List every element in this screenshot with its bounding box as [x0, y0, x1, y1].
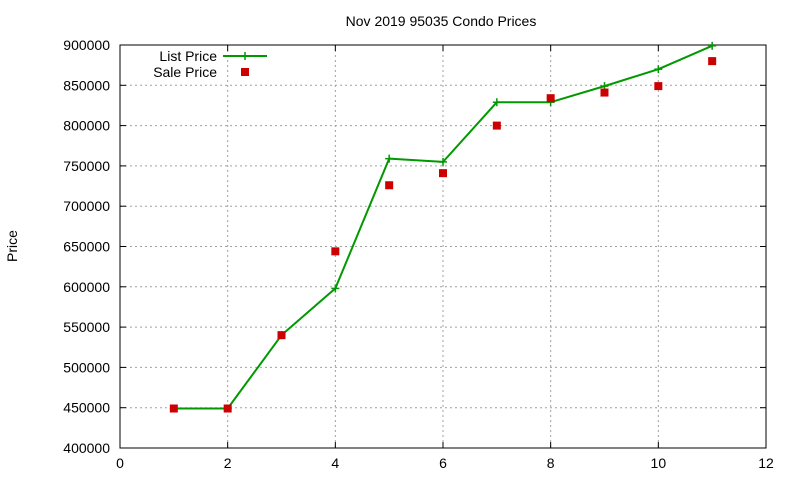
- sale-price-point: [439, 169, 447, 178]
- list-price-point: [708, 41, 717, 50]
- x-tick-label: 0: [116, 455, 124, 471]
- tick-labels: 0 2 4 6 8 10 12 400000 450000 500000 550000 600000 6…: [63, 37, 774, 471]
- sale-price-point: [331, 247, 340, 256]
- axes: [119, 44, 767, 449]
- x-tick-label: 4: [331, 455, 339, 471]
- y-tick-label: 650000: [63, 239, 110, 255]
- list-price-point: [385, 154, 394, 163]
- x-tick-label: 6: [439, 455, 447, 471]
- legend-square-marker: [241, 68, 249, 76]
- list-price-point: [439, 157, 447, 166]
- legend-label: Sale Price: [153, 64, 217, 80]
- chart-title: Nov 2019 95035 Condo Prices: [346, 13, 537, 29]
- list-price-point: [654, 65, 663, 74]
- series: [169, 41, 717, 413]
- sale-price-point: [169, 404, 178, 413]
- y-tick-label: 700000: [63, 198, 110, 214]
- y-tick-label: 750000: [63, 158, 110, 174]
- y-tick-label: 500000: [63, 359, 110, 375]
- y-tick-label: 850000: [63, 77, 110, 93]
- x-tick-label: 12: [758, 455, 774, 471]
- sale-price-point: [600, 88, 609, 97]
- series-sale-price: [169, 57, 717, 413]
- plot-border: [119, 44, 767, 449]
- sale-price-point: [385, 181, 394, 190]
- x-tick-label: 2: [224, 455, 232, 471]
- x-tick-label: 10: [651, 455, 667, 471]
- list-price-point: [331, 284, 340, 293]
- y-tick-label: 550000: [63, 319, 110, 335]
- y-tick-label: 800000: [63, 118, 110, 134]
- grid-lines: [120, 45, 766, 448]
- sale-price-point: [277, 331, 286, 340]
- legend-plus-marker: [241, 52, 249, 60]
- y-tick-label: 600000: [63, 279, 110, 295]
- sale-price-point: [223, 404, 232, 413]
- sale-price-point: [546, 94, 555, 103]
- y-tick-label: 400000: [63, 440, 110, 456]
- sale-price-point: [492, 121, 501, 130]
- legend-label: List Price: [159, 48, 217, 64]
- list-price-point: [492, 98, 501, 107]
- y-tick-label: 450000: [63, 400, 110, 416]
- sale-price-point: [708, 57, 717, 66]
- x-tick-label: 8: [547, 455, 555, 471]
- y-axis-label: Price: [4, 230, 20, 262]
- sale-price-point: [654, 82, 663, 91]
- y-tick-label: 900000: [63, 37, 110, 53]
